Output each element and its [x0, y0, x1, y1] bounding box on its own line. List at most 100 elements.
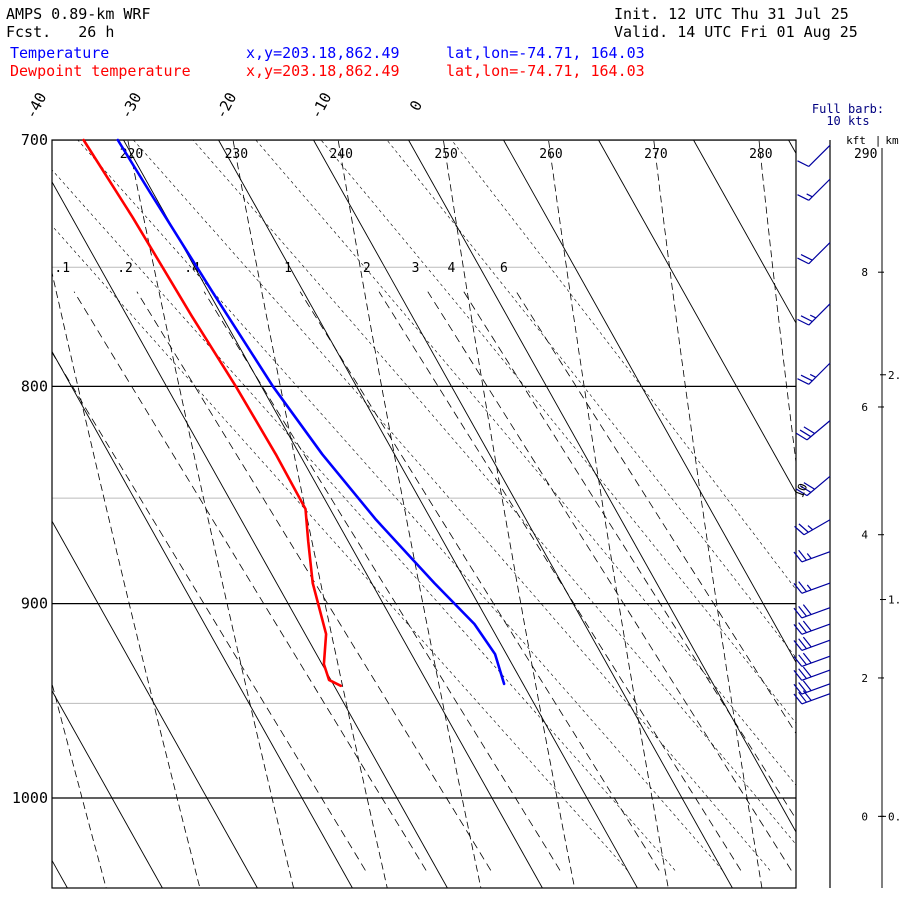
- legend-dewpoint-latlon: lat,lon=-74.71, 164.03: [446, 62, 645, 80]
- isotherm: [313, 140, 733, 888]
- mixing-ratio-label: .1: [54, 261, 70, 276]
- moist-adiabat: [77, 140, 723, 871]
- moist-adiabat: [52, 225, 628, 871]
- isotherm: [123, 140, 543, 888]
- dry-adiabat: [653, 140, 763, 888]
- isotherm: [52, 350, 353, 888]
- isotherm-label: -40: [22, 89, 51, 121]
- moist-adiabat: [132, 140, 771, 871]
- mixing-ratio-line: [463, 291, 796, 820]
- kft-tick-label: 2: [861, 672, 868, 685]
- moist-adiabat: [320, 140, 796, 724]
- km-tick-label: 2.: [888, 369, 900, 382]
- wind-level-label: 10: [792, 481, 810, 499]
- wind-barb: [793, 581, 831, 594]
- kft-tick-label: 0: [861, 810, 868, 823]
- dry-adiabat: [442, 140, 576, 888]
- wind-barb: [797, 362, 831, 385]
- mixing-ratio-label: 3: [412, 261, 420, 276]
- wind-barb: [794, 519, 831, 536]
- wind-barb: [793, 690, 831, 705]
- moist-adiabat: [451, 140, 796, 590]
- mixing-ratio-line: [73, 291, 427, 871]
- plot-border: [51, 139, 797, 889]
- dry-adiabat-label: 290: [854, 147, 877, 162]
- isotherm-label: -10: [307, 89, 336, 121]
- kft-tick-label: 4: [861, 529, 868, 542]
- dewpoint-profile: [82, 138, 343, 688]
- wind-legend-title: Full barb:: [812, 102, 884, 116]
- moist-adiabat: [386, 140, 796, 659]
- km-tick-label: 1.: [888, 594, 900, 607]
- mixing-ratio-label: 2: [363, 261, 371, 276]
- isotherm-label: 0: [406, 97, 426, 113]
- wind-legend-units: 10 kts: [826, 114, 869, 128]
- isotherm: [408, 140, 796, 833]
- dry-adiabat: [52, 270, 201, 888]
- wind-barb: [797, 178, 831, 201]
- mixing-ratio-line: [136, 291, 492, 871]
- isotherm: [693, 140, 796, 324]
- isotherm: [503, 140, 796, 664]
- moist-adiabat: [192, 140, 796, 845]
- mixing-ratio-label: 4: [448, 261, 456, 276]
- init-time: Init. 12 UTC Thu 31 Jul 25: [614, 5, 849, 23]
- dry-adiabat: [232, 140, 388, 888]
- km-axis-label: km: [885, 134, 899, 147]
- dry-adiabat-label: 280: [749, 147, 772, 162]
- wind-barb: [793, 680, 831, 695]
- isotherm: [52, 181, 448, 888]
- mixing-ratio-line: [515, 291, 796, 735]
- dry-adiabat: [758, 140, 796, 466]
- isotherm: [218, 140, 638, 888]
- wind-barb: [795, 475, 831, 497]
- wind-barb: [793, 652, 831, 667]
- pressure-tick-label: 700: [21, 131, 48, 149]
- wind-barb: [795, 420, 831, 441]
- mixing-ratio-line: [299, 291, 660, 871]
- pressure-tick-label: 1000: [12, 789, 48, 807]
- wind-barb: [793, 620, 831, 635]
- isotherm: [52, 520, 258, 888]
- wind-barb: [793, 604, 831, 619]
- axis-separator: |: [875, 134, 882, 147]
- mixing-ratio-line: [378, 291, 742, 871]
- mixing-ratio-line: [52, 351, 366, 871]
- isotherm: [52, 859, 68, 888]
- dry-adiabat: [52, 681, 107, 888]
- dry-adiabat-label: 270: [644, 147, 667, 162]
- dry-adiabat: [127, 140, 294, 888]
- isotherm-label: -30: [117, 89, 146, 121]
- legend-temperature-coords: x,y=203.18,862.49: [246, 44, 400, 62]
- mixing-ratio-line: [203, 291, 561, 871]
- wind-barb: [797, 144, 831, 168]
- isotherm: [598, 140, 796, 494]
- moist-adiabat: [255, 140, 796, 786]
- wind-barb: [797, 242, 831, 265]
- pressure-tick-label: 900: [21, 595, 48, 613]
- kft-tick-label: 8: [861, 266, 868, 279]
- legend-temperature-name: Temperature: [10, 44, 110, 62]
- temperature-profile: [116, 138, 506, 686]
- mixing-ratio-line: [427, 291, 792, 871]
- kft-tick-label: 6: [861, 401, 868, 414]
- legend-dewpoint-name: Dewpoint temperature: [10, 62, 191, 80]
- wind-barb: [797, 303, 831, 326]
- mixing-ratio-label: .05: [0, 261, 15, 276]
- mixing-ratio-label: 1: [284, 261, 292, 276]
- dry-adiabat-label: 250: [434, 147, 457, 162]
- km-tick-label: 0.: [888, 810, 900, 823]
- model-title: AMPS 0.89-km WRF: [6, 5, 151, 23]
- kft-axis-label: kft: [846, 134, 866, 147]
- valid-time: Valid. 14 UTC Fri 01 Aug 25: [614, 23, 858, 41]
- mixing-ratio-label: 6: [500, 261, 508, 276]
- isotherm: [788, 140, 796, 155]
- dry-adiabat: [337, 140, 482, 888]
- isotherm-label: -20: [212, 89, 241, 121]
- forecast-hour: Fcst. 26 h: [6, 23, 115, 41]
- mixing-ratio-label: .2: [117, 261, 133, 276]
- pressure-tick-label: 800: [21, 377, 48, 395]
- isotherm: [52, 689, 163, 888]
